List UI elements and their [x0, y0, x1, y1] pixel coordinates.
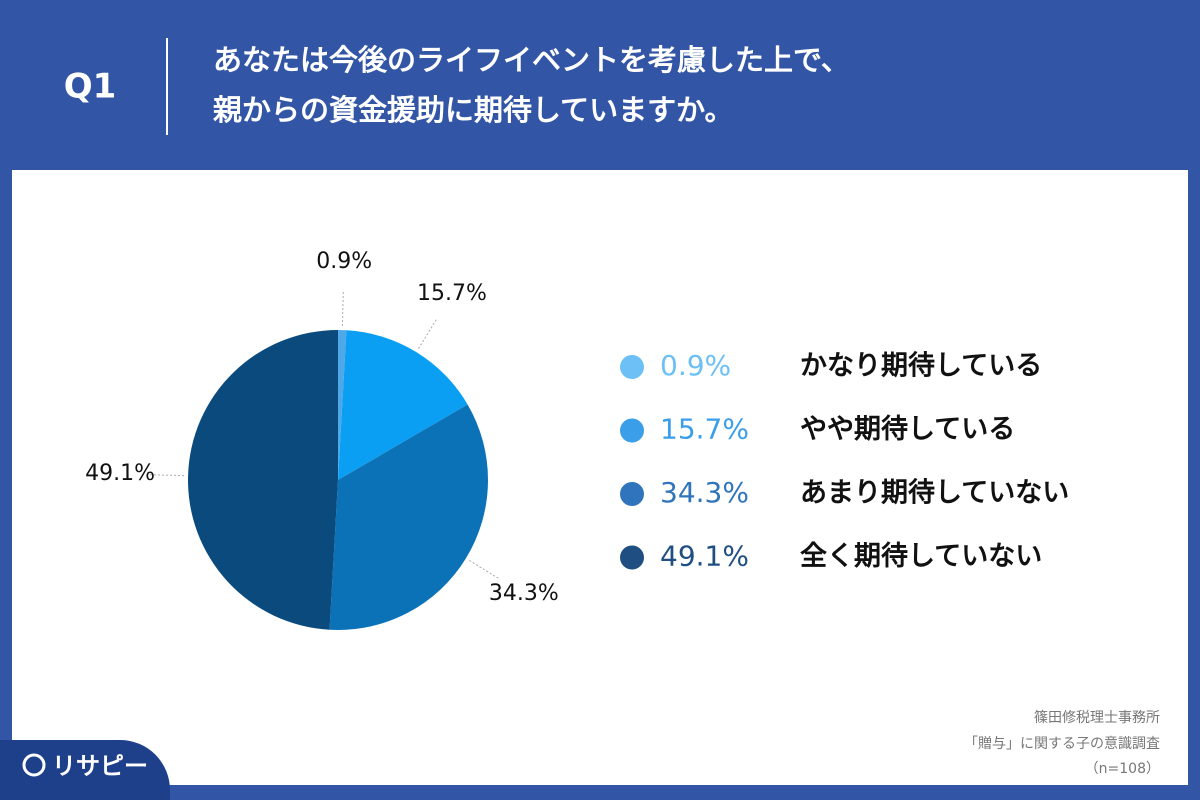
chart-title: あなたは今後のライフイベントを考慮した上で、 — [213, 43, 850, 77]
chart-title: 親からの資金援助に期待していますか。 — [213, 93, 734, 127]
legend-value: 49.1% — [660, 540, 749, 573]
pie-slice — [338, 330, 347, 480]
logo: リサピー — [52, 752, 148, 780]
legend-marker — [620, 545, 644, 570]
data-label: 49.1% — [85, 461, 155, 486]
logo-badge — [0, 740, 170, 800]
pie-slice — [338, 330, 468, 480]
data-label: 34.3% — [489, 581, 559, 606]
leader-line — [341, 290, 344, 327]
source-note: （n=108） — [1085, 761, 1160, 777]
legend-marker — [620, 482, 644, 506]
legend-marker — [620, 418, 644, 443]
leader-line — [148, 474, 185, 477]
data-label: 0.9% — [316, 249, 372, 274]
legend-label: 全く期待していない — [800, 541, 1042, 572]
source-note: 篠田修税理士事務所 — [1034, 709, 1160, 726]
logo-icon — [22, 753, 46, 777]
leader-line — [418, 317, 438, 349]
pie-slice — [187, 330, 338, 630]
legend-value: 34.3% — [660, 476, 749, 509]
legend-marker — [620, 355, 644, 379]
question-label: Q1 — [64, 67, 117, 107]
legend-label: かなり期待している — [800, 351, 1042, 382]
data-label: 15.7% — [417, 281, 487, 306]
leader-line — [469, 560, 501, 580]
legend-label: あまり期待していない — [800, 478, 1069, 509]
pie-slice — [329, 404, 489, 630]
source-note: 「贈与」に関する子の意識調査 — [964, 736, 1160, 752]
legend-value: 0.9% — [660, 349, 731, 382]
legend-value: 15.7% — [660, 413, 749, 446]
legend-label: やや期待している — [800, 414, 1015, 445]
